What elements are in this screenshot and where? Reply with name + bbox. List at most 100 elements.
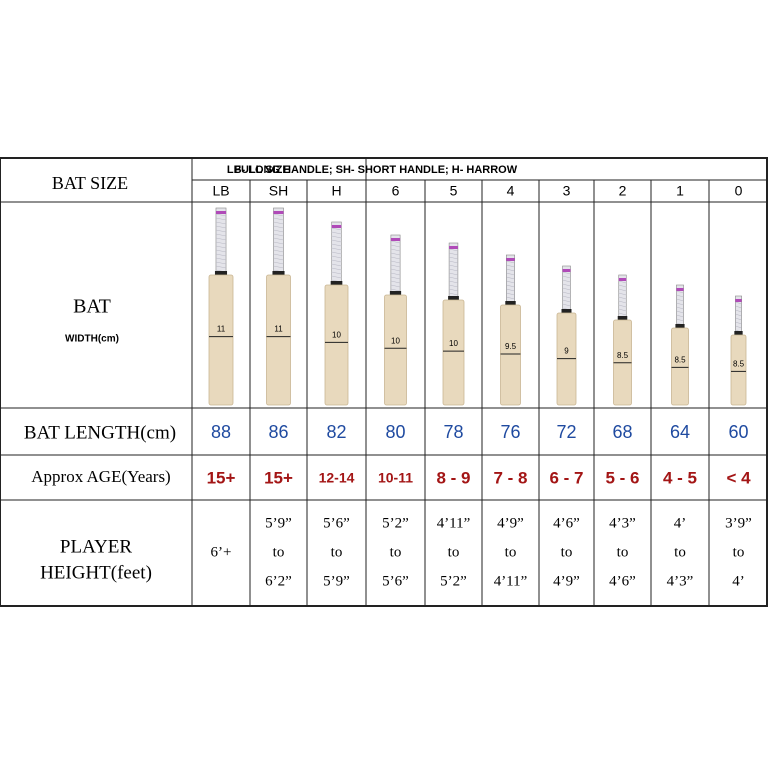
grip-line	[449, 284, 458, 288]
player-height: 4’3”	[667, 573, 694, 589]
grip-line	[273, 241, 284, 245]
player-height: 4’9”	[497, 515, 524, 531]
row-label: Approx AGE(Years)	[31, 467, 170, 486]
player-height: to	[505, 544, 517, 560]
player-height: 5’6”	[382, 573, 409, 589]
grip-line	[449, 248, 458, 252]
bat-length: 88	[211, 422, 231, 442]
grip-line	[390, 280, 401, 284]
player-height: 5’6”	[323, 515, 350, 531]
bat-shoulder	[214, 271, 228, 275]
grip-line	[215, 265, 227, 269]
grip-line	[562, 271, 571, 275]
grip-line	[506, 292, 515, 296]
grip-line	[562, 275, 571, 279]
grip-line	[273, 237, 284, 241]
grip-band	[562, 269, 571, 272]
grip-line	[273, 221, 284, 225]
grip-line	[390, 252, 401, 256]
grip-line	[506, 260, 515, 264]
grip-line	[449, 288, 458, 292]
grip-line	[449, 252, 458, 256]
bat-blade	[730, 334, 747, 406]
grip-line	[331, 243, 342, 247]
bat-length: 72	[556, 422, 576, 442]
size-label: 6	[392, 183, 400, 199]
grip-line	[215, 237, 227, 241]
player-height: 4’	[732, 573, 745, 589]
grip-line	[215, 225, 227, 229]
bat-blade	[671, 327, 689, 406]
grip-line	[215, 213, 227, 217]
player-height: 5’9”	[265, 515, 292, 531]
bat-length: 64	[670, 422, 690, 442]
grip-line	[735, 321, 742, 325]
grip-line	[331, 235, 342, 239]
player-height: 4’6”	[609, 573, 636, 589]
grip-band	[331, 225, 342, 228]
grip-line	[390, 264, 401, 268]
player-height: to	[331, 544, 343, 560]
bat-shoulder	[561, 309, 572, 313]
grip-band	[390, 238, 401, 241]
bat-blade	[266, 274, 291, 406]
grip-line	[618, 304, 627, 308]
grip-line	[562, 303, 571, 307]
bat-width: 9	[564, 347, 569, 356]
grip-band	[449, 246, 458, 249]
age-range: 5 - 6	[605, 468, 639, 487]
grip-line	[618, 284, 627, 288]
bat-length: 82	[326, 422, 346, 442]
grip-line	[735, 305, 742, 309]
grip-line	[449, 264, 458, 268]
grip-line	[215, 229, 227, 233]
player-height: 5’2”	[440, 573, 467, 589]
grip-line	[215, 257, 227, 261]
grip-band	[273, 211, 284, 214]
age-range: 8 - 9	[436, 468, 470, 487]
grip-line	[215, 241, 227, 245]
grip-band	[735, 299, 742, 302]
grip-line	[618, 288, 627, 292]
grip-line	[215, 221, 227, 225]
grip-line	[215, 261, 227, 265]
bat-width: 8.5	[733, 360, 745, 369]
bat-shoulder	[389, 291, 402, 295]
grip-line	[390, 272, 401, 276]
grip-line	[449, 292, 458, 296]
bat-blade	[500, 304, 521, 406]
grip-line	[618, 280, 627, 284]
bat-shoulder	[675, 324, 685, 328]
grip-line	[390, 240, 401, 244]
player-height: 4’11”	[494, 573, 528, 589]
grip-line	[273, 261, 284, 265]
grip-line	[618, 308, 627, 312]
row-label: BAT LENGTH(cm)	[24, 422, 176, 443]
bat-length: 60	[728, 422, 748, 442]
grip-line	[676, 298, 684, 302]
grip-line	[449, 280, 458, 284]
bat-length: 80	[385, 422, 405, 442]
bat-handle	[448, 242, 459, 301]
grip-line	[449, 260, 458, 264]
grip-line	[215, 245, 227, 249]
bat-blade	[384, 294, 407, 406]
grip-line	[273, 257, 284, 261]
size-label: 4	[507, 183, 515, 199]
group-label: FULL SIZE	[234, 164, 289, 176]
grip-line	[562, 295, 571, 299]
grip-line	[562, 279, 571, 283]
grip-band	[506, 258, 515, 261]
bat-width: 10	[332, 331, 341, 340]
player-height: 4’	[674, 515, 687, 531]
grip-line	[331, 239, 342, 243]
age-range: < 4	[726, 468, 751, 487]
player-height: to	[617, 544, 629, 560]
size-label: 0	[735, 183, 743, 199]
player-height: 4’3”	[609, 515, 636, 531]
grip-line	[506, 276, 515, 280]
bat-width: 8.5	[617, 351, 629, 360]
grip-line	[506, 268, 515, 272]
player-height: 3’9”	[725, 515, 752, 531]
